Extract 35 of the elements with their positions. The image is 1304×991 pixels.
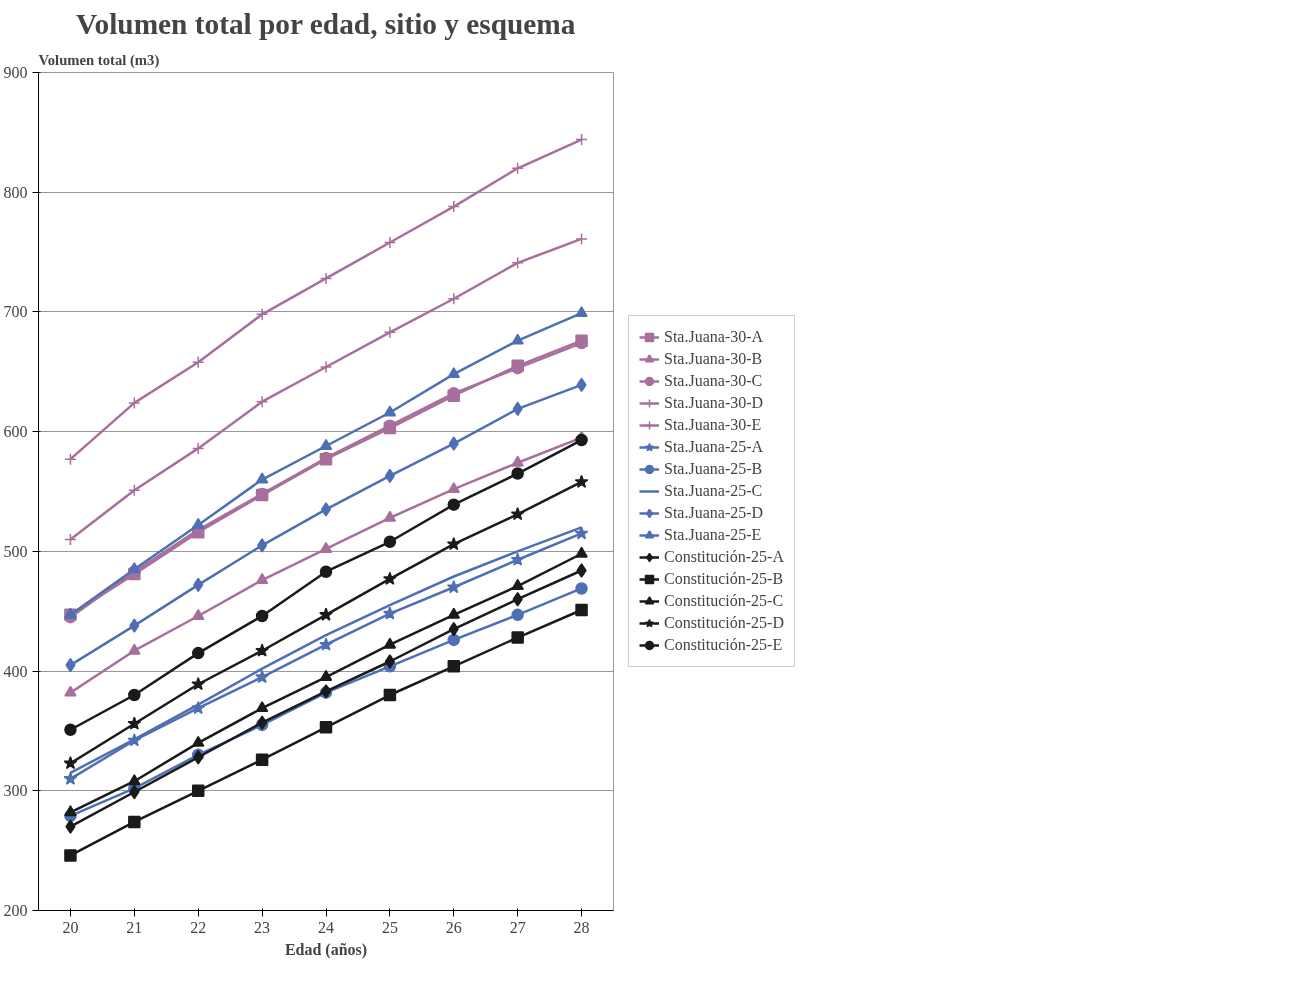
x-tick-label: 28 (573, 918, 590, 936)
y-tick-label: 400 (3, 662, 28, 680)
x-tick-label: 24 (318, 918, 334, 936)
x-axis-title: Edad (años) (284, 940, 368, 959)
y-tick-label: 900 (3, 64, 28, 81)
x-tick-label: 26 (445, 918, 462, 936)
y-axis-title: Volumen total (m3) (38, 51, 160, 69)
y-tick-label: 300 (3, 782, 28, 800)
x-tick-label: 20 (62, 918, 79, 936)
y-tick-label: 800 (3, 183, 28, 201)
legend-label: Sta.Juana-25-D (664, 503, 764, 523)
y-tick-label: 500 (3, 542, 28, 560)
legend-label: Sta.Juana-25-B (664, 459, 763, 479)
legend-label: Sta.Juana-30-B (664, 349, 763, 369)
legend-label: Sta.Juana-30-E (664, 415, 762, 435)
chart-title: Volumen total por edad, sitio y esquema (76, 7, 576, 40)
y-tick-label: 700 (3, 303, 28, 321)
legend-label: Constitución-25-C (664, 591, 784, 611)
x-tick-label: 23 (254, 918, 271, 936)
x-tick-label: 21 (126, 918, 143, 936)
legend-label: Constitución-25-D (664, 613, 784, 633)
y-tick-label: 200 (3, 902, 28, 919)
legend-label: Constitución-25-E (664, 635, 783, 655)
legend-label: Constitución-25-A (664, 547, 784, 567)
legend-label: Sta.Juana-30-A (664, 327, 764, 347)
x-tick-label: 22 (190, 918, 207, 936)
y-tick-label: 600 (3, 423, 28, 441)
legend-label: Constitución-25-B (664, 569, 784, 589)
legend-label: Sta.Juana-30-D (664, 393, 764, 413)
x-tick-label: 25 (381, 918, 398, 936)
legend-label: Sta.Juana-25-A (664, 437, 764, 457)
legend-label: Sta.Juana-25-C (664, 481, 763, 501)
legend-label: Sta.Juana-25-E (664, 525, 762, 545)
legend-label: Sta.Juana-30-C (664, 371, 763, 391)
x-tick-label: 27 (509, 918, 526, 936)
